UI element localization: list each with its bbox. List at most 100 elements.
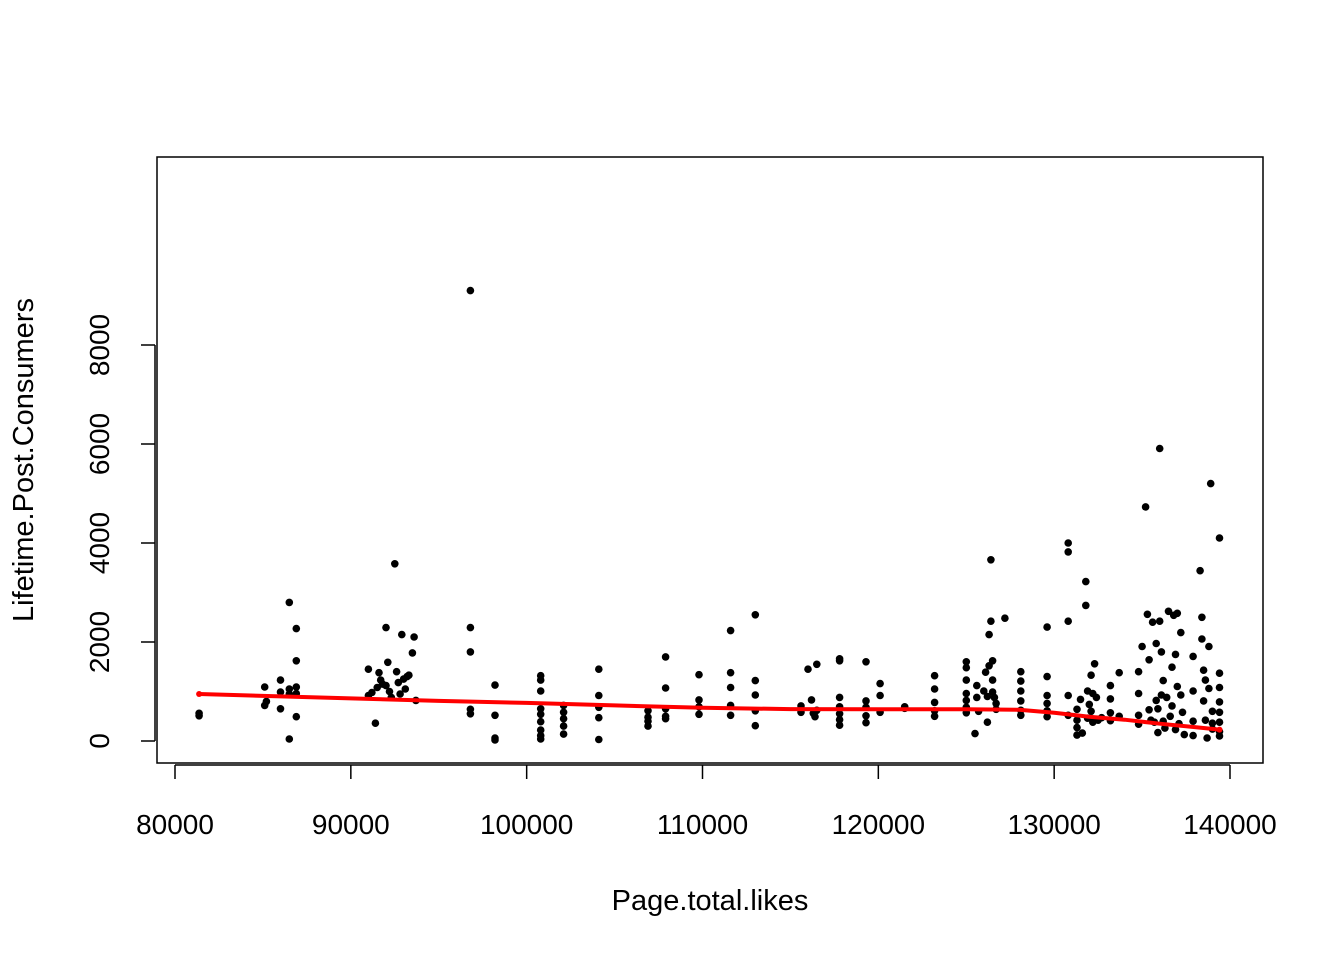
data-point [987,617,995,625]
data-point [285,685,294,693]
data-point [1180,730,1189,739]
data-point [1177,628,1185,637]
data-point [1085,700,1094,709]
data-point [1087,671,1095,679]
data-point [595,665,603,673]
data-point [695,710,703,719]
data-point [285,598,294,607]
data-point [1168,663,1176,671]
data-point [1143,610,1152,619]
y-tick-label: 0 [84,733,115,749]
data-point [1199,666,1208,674]
data-point [985,630,993,639]
fit-endpoint [196,691,203,697]
data-point [466,648,475,656]
data-point [876,691,884,700]
data-point [751,721,760,730]
data-point [1203,734,1211,742]
data-point [1177,691,1185,699]
data-point [1043,712,1051,721]
data-point [595,735,603,744]
data-point [1001,614,1009,622]
data-point [1076,695,1085,704]
data-point [813,660,821,669]
data-point [1215,732,1224,740]
data-point [1106,681,1115,690]
data-point [695,670,703,679]
data-point [1189,731,1197,740]
data-point [536,717,545,726]
data-point [971,729,979,738]
data-point [491,711,499,720]
data-point [983,692,992,701]
data-point [644,707,652,715]
data-point [992,699,1000,708]
data-point [466,710,475,718]
data-point [1073,705,1081,714]
data-point [962,676,971,684]
x-tick-label: 90000 [312,809,390,840]
data-point [292,712,301,721]
data-point [988,657,997,665]
data-point [1043,623,1051,631]
data-point [559,708,568,717]
data-point [1215,708,1224,717]
data-point [1173,682,1182,691]
data-point [1134,711,1143,720]
data-point [1043,672,1051,681]
data-point [1134,667,1143,676]
data-point [292,657,301,665]
data-point [811,712,819,721]
y-tick-label: 6000 [84,413,115,475]
data-point [988,676,997,684]
data-point [1090,660,1099,668]
data-point [595,691,603,700]
data-point [1201,676,1210,684]
data-point [384,658,392,667]
data-point [1064,691,1072,700]
data-point [1078,729,1087,737]
x-tick-label: 80000 [136,809,214,840]
data-point [536,705,545,713]
data-point [1115,668,1123,677]
data-point [1198,635,1206,643]
data-point [751,611,760,619]
data-point [726,711,735,720]
data-point [1145,656,1153,664]
data-point [1205,642,1213,651]
data-point [1073,723,1081,732]
data-point [962,689,971,698]
data-point [491,681,499,689]
data-point [1196,566,1204,575]
data-point [559,714,568,723]
data-point [536,726,545,734]
data-point [661,684,670,692]
data-point [285,735,294,743]
data-point [973,693,981,702]
data-point [930,685,939,693]
data-point [466,623,475,632]
data-point [368,688,376,697]
data-point [1215,698,1224,706]
data-point [644,722,652,730]
data-point [382,623,390,632]
data-point [1162,693,1171,702]
data-point [398,630,406,639]
data-point [1082,601,1090,610]
data-point [876,679,884,688]
data-point [1134,689,1143,698]
data-point [276,676,285,684]
data-point [1145,706,1153,714]
data-point [401,685,410,693]
data-point [661,653,670,661]
data-point [405,671,413,679]
data-point [835,715,844,724]
data-point [962,696,971,705]
data-point [1215,534,1224,542]
data-point [1154,728,1162,737]
data-point [536,687,545,695]
data-point [1017,667,1025,676]
data-point [980,687,988,695]
plot-box-group [156,156,1264,764]
